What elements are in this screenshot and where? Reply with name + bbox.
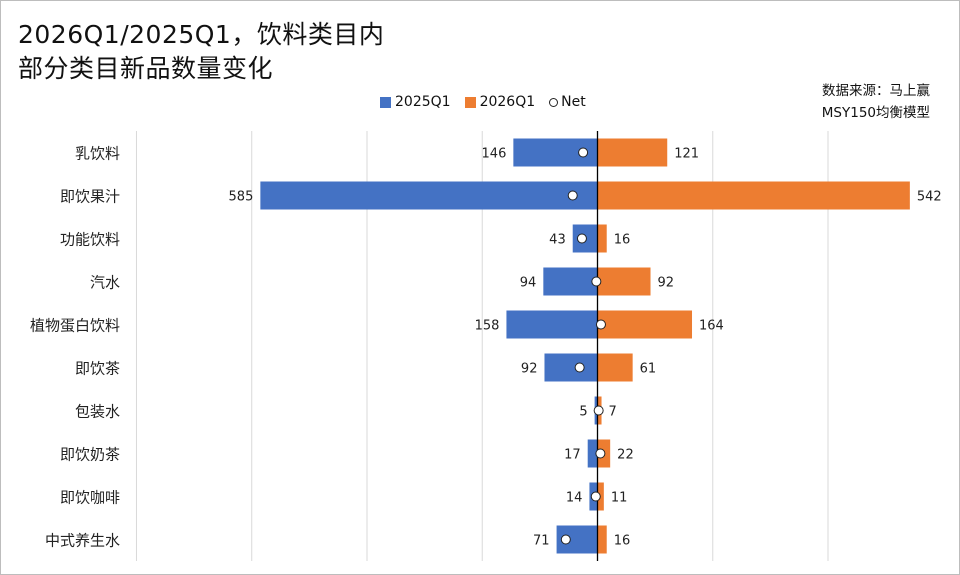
- net-marker: [593, 405, 604, 416]
- data-label-2026q1: 16: [614, 534, 631, 549]
- bar-2026q1: [597, 353, 633, 382]
- data-label-2025q1: 14: [566, 491, 583, 506]
- data-label-2026q1: 164: [699, 319, 724, 334]
- category-label: 乳饮料: [75, 145, 120, 163]
- data-label-2026q1: 61: [640, 362, 657, 377]
- data-label-2025q1: 585: [229, 190, 254, 205]
- data-source-note: 数据来源：马上赢 MSY150均衡模型: [822, 80, 930, 124]
- net-marker: [560, 534, 571, 545]
- data-label-2025q1: 71: [533, 534, 550, 549]
- net-marker: [595, 319, 606, 330]
- net-marker: [574, 362, 585, 373]
- category-label: 即饮茶: [75, 360, 120, 378]
- category-label: 植物蛋白饮料: [30, 317, 120, 335]
- bar-2026q1: [597, 267, 651, 296]
- title-line-2: 部分类目新品数量变化: [18, 54, 274, 83]
- data-label-2026q1: 542: [917, 190, 942, 205]
- data-label-2025q1: 94: [520, 276, 537, 291]
- legend-label-2026q1: 2026Q1: [479, 94, 536, 110]
- data-label-2025q1: 43: [549, 233, 566, 248]
- category-label: 汽水: [90, 274, 120, 292]
- category-label: 功能饮料: [60, 231, 120, 249]
- legend-item-2025q1: 2025Q1: [380, 94, 451, 110]
- legend-swatch-2026q1: [464, 96, 476, 108]
- legend-swatch-2025q1: [380, 96, 391, 108]
- net-marker: [591, 276, 602, 287]
- data-label-2026q1: 16: [614, 233, 631, 248]
- data-label-2026q1: 7: [609, 405, 617, 420]
- data-label-2025q1: 158: [475, 319, 500, 334]
- data-label-2025q1: 146: [482, 147, 507, 162]
- category-label: 包装水: [75, 403, 120, 421]
- bar-2025q1: [543, 267, 598, 296]
- net-marker: [590, 491, 601, 502]
- bar-2026q1: [597, 138, 668, 167]
- bar-2026q1: [597, 525, 607, 554]
- net-marker: [576, 233, 587, 244]
- category-label: 即饮奶茶: [60, 446, 120, 464]
- data-label-2026q1: 22: [617, 448, 634, 463]
- data-label-2025q1: 92: [521, 362, 538, 377]
- data-label-2026q1: 11: [611, 491, 628, 506]
- legend-label-net: Net: [561, 94, 586, 110]
- source-line-2: MSY150均衡模型: [821, 105, 930, 121]
- data-label-2025q1: 17: [564, 448, 581, 463]
- legend-marker-net: [549, 97, 559, 107]
- bar-2025q1: [260, 181, 598, 210]
- net-marker: [595, 448, 606, 459]
- bar-2025q1: [506, 310, 598, 339]
- bar-2026q1: [597, 224, 607, 253]
- data-label-2026q1: 121: [674, 147, 699, 162]
- category-label: 即饮咖啡: [60, 489, 120, 507]
- net-marker: [567, 190, 578, 201]
- category-label: 中式养生水: [45, 532, 120, 550]
- bar-2025q1: [544, 353, 598, 382]
- category-label: 即饮果汁: [60, 188, 120, 206]
- bar-2026q1: [597, 181, 910, 210]
- data-label-2026q1: 92: [658, 276, 675, 291]
- legend-item-net: Net: [549, 94, 586, 110]
- legend-item-2026q1: 2026Q1: [464, 94, 536, 110]
- legend-label-2025q1: 2025Q1: [395, 94, 451, 110]
- source-line-1: 数据来源：马上赢: [822, 83, 930, 99]
- bar-2025q1: [587, 439, 598, 468]
- bar-2026q1: [597, 310, 693, 339]
- chart-title: 2026Q1/2025Q1，饮料类目内 部分类目新品数量变化: [18, 18, 384, 86]
- chart-legend: 2025Q1 2026Q1 Net: [380, 92, 600, 112]
- data-label-2025q1: 5: [579, 405, 587, 420]
- net-marker: [578, 147, 589, 158]
- title-line-1: 2026Q1/2025Q1，饮料类目内: [18, 20, 385, 49]
